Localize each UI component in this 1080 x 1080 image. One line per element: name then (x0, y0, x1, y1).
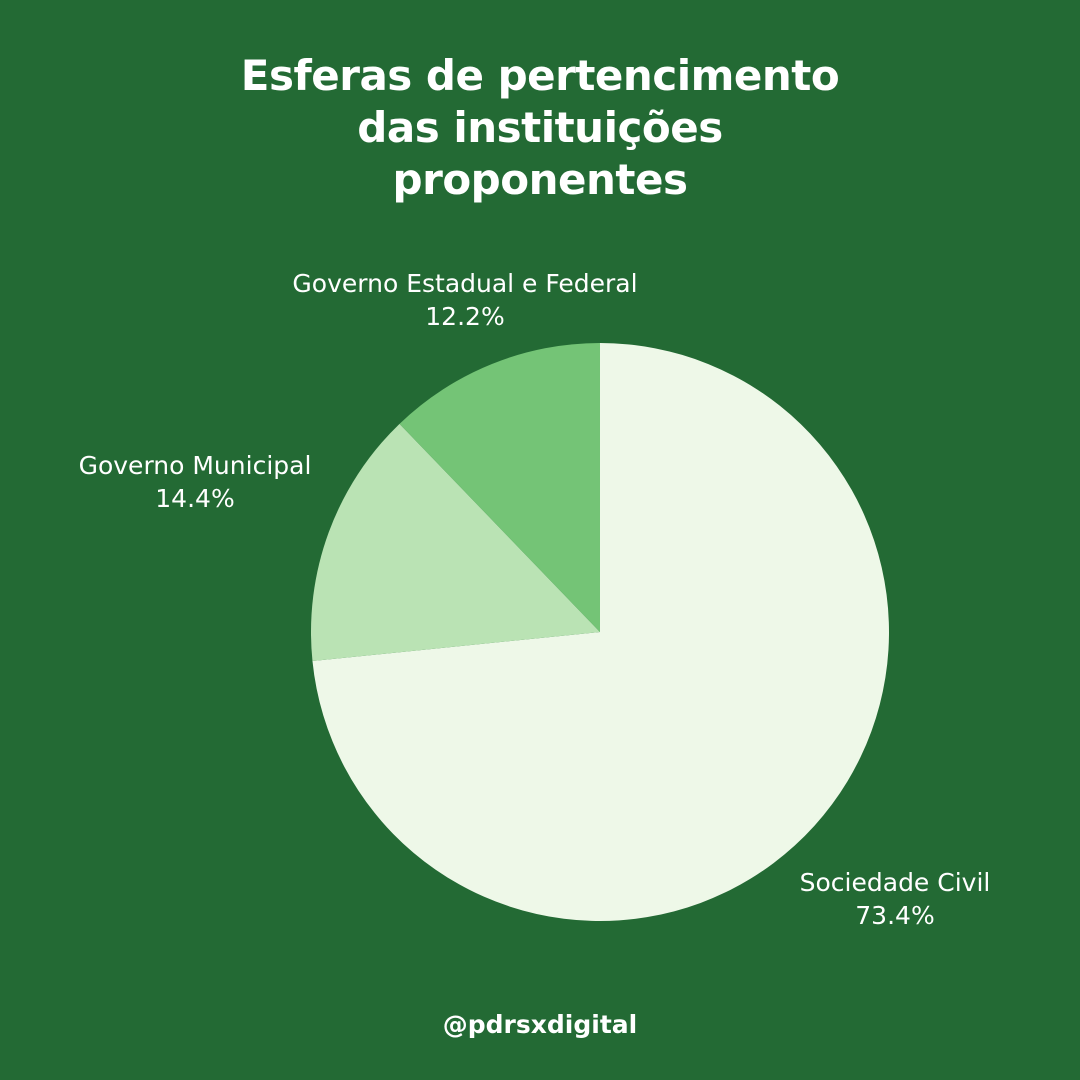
chart-title-line-3: proponentes (392, 155, 688, 204)
slice-name-sociedade-civil: Sociedade Civil (799, 868, 991, 897)
slice-label-sociedade-civil: Sociedade Civil 73.4% (790, 866, 1000, 932)
slice-value-governo-estadual-federal: 12.2% (425, 302, 505, 331)
pie-slice-sociedade-civil (312, 343, 889, 921)
slice-value-sociedade-civil: 73.4% (855, 901, 935, 930)
slice-value-governo-municipal: 14.4% (155, 484, 235, 513)
slice-label-governo-municipal: Governo Municipal 14.4% (60, 449, 330, 515)
pie-slice-governo-estadual-federal (399, 343, 600, 632)
slice-name-governo-municipal: Governo Municipal (78, 451, 312, 480)
chart-title-line-1: Esferas de pertencimento (240, 51, 840, 100)
chart-title-line-2: das instituições (357, 103, 723, 152)
chart-title: Esferas de pertencimento das instituiçõe… (140, 50, 940, 206)
slice-name-governo-estadual-federal: Governo Estadual e Federal (292, 269, 638, 298)
pie-slice-governo-municipal (311, 423, 600, 662)
account-handle: @pdrsxdigital (442, 1010, 638, 1039)
slice-label-governo-estadual-federal: Governo Estadual e Federal 12.2% (270, 267, 660, 333)
